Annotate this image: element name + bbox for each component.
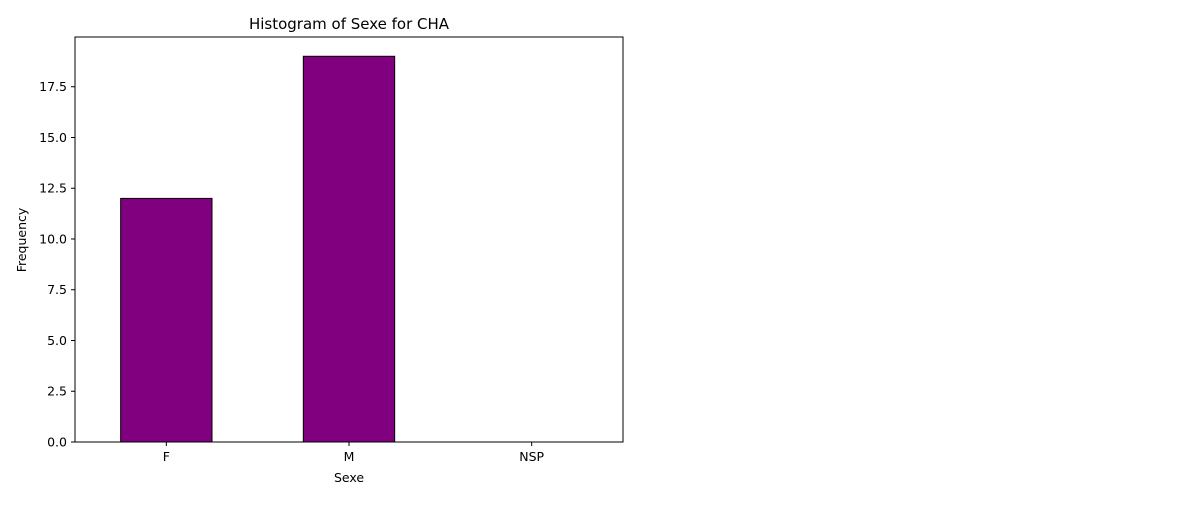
y-tick-label: 15.0 (39, 130, 67, 145)
chart-title: Histogram of Sexe for CHA (249, 15, 450, 33)
x-tick-label-m: M (344, 449, 355, 464)
bar-f (120, 197, 213, 443)
y-tick-label: 0.0 (47, 435, 67, 450)
x-tick-label-f: F (163, 449, 170, 464)
y-tick-label: 7.5 (47, 282, 67, 297)
y-tick-label: 17.5 (39, 79, 67, 94)
y-tick-label: 12.5 (39, 181, 67, 196)
y-tick-label: 5.0 (47, 333, 67, 348)
x-tick-label-nsp: NSP (519, 449, 544, 464)
x-axis: F M NSP (163, 442, 545, 464)
y-axis-label: Frequency (14, 207, 29, 272)
y-axis: 0.0 2.5 5.0 7.5 10.0 12.5 15.0 17.5 (39, 79, 75, 450)
bars-group (120, 55, 396, 443)
x-axis-label: Sexe (334, 470, 364, 485)
plot-frame (74, 36, 624, 443)
y-tick-label: 10.0 (39, 231, 67, 246)
bar-m (302, 55, 396, 443)
y-tick-label: 2.5 (47, 384, 67, 399)
